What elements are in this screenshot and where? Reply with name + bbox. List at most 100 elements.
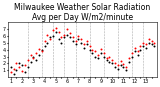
Point	[150, 44, 153, 45]
Point	[86, 44, 88, 45]
Point	[122, 66, 125, 68]
Point	[80, 39, 82, 40]
Point	[128, 61, 130, 63]
Point	[63, 37, 66, 38]
Point	[12, 68, 15, 70]
Point	[35, 52, 37, 54]
Point	[148, 42, 150, 44]
Point	[139, 46, 142, 47]
Point	[111, 59, 113, 61]
Point	[46, 35, 49, 36]
Point	[125, 66, 128, 68]
Point	[46, 42, 49, 44]
Point	[131, 56, 133, 57]
Point	[94, 56, 96, 57]
Point	[52, 35, 54, 37]
Point	[114, 66, 116, 68]
Point	[26, 59, 29, 61]
Point	[80, 43, 82, 44]
Point	[74, 41, 77, 42]
Point	[12, 73, 15, 74]
Point	[142, 42, 144, 44]
Point	[38, 48, 40, 50]
Point	[119, 64, 122, 66]
Point	[116, 64, 119, 66]
Point	[43, 46, 46, 47]
Point	[122, 63, 125, 65]
Point	[119, 61, 122, 62]
Point	[136, 50, 139, 52]
Point	[100, 48, 102, 50]
Point	[86, 40, 88, 41]
Point	[136, 54, 139, 56]
Point	[29, 54, 32, 56]
Point	[105, 59, 108, 61]
Point	[63, 34, 66, 35]
Point	[15, 70, 18, 71]
Point	[100, 52, 102, 54]
Point	[145, 48, 147, 49]
Point	[94, 50, 96, 52]
Point	[55, 32, 57, 33]
Point	[32, 57, 35, 59]
Point	[57, 39, 60, 40]
Point	[105, 57, 108, 59]
Point	[72, 36, 74, 37]
Point	[142, 46, 144, 47]
Point	[128, 57, 130, 59]
Point	[125, 70, 128, 71]
Point	[66, 34, 68, 35]
Point	[49, 37, 52, 38]
Point	[57, 32, 60, 33]
Point	[108, 61, 111, 63]
Point	[148, 39, 150, 40]
Point	[35, 59, 37, 61]
Point	[26, 66, 29, 68]
Point	[88, 49, 91, 50]
Point	[49, 39, 52, 40]
Point	[88, 46, 91, 47]
Point	[24, 72, 26, 73]
Point	[55, 27, 57, 28]
Point	[10, 66, 12, 68]
Point	[69, 32, 71, 34]
Point	[60, 42, 63, 44]
Point	[114, 63, 116, 64]
Point	[102, 52, 105, 54]
Point	[97, 57, 99, 59]
Point	[18, 66, 20, 68]
Point	[111, 63, 113, 64]
Point	[77, 39, 80, 40]
Point	[153, 43, 156, 44]
Point	[116, 68, 119, 70]
Point	[18, 63, 20, 64]
Point	[133, 48, 136, 49]
Point	[153, 46, 156, 47]
Point	[150, 41, 153, 42]
Point	[21, 64, 23, 66]
Point	[145, 44, 147, 45]
Point	[108, 56, 111, 57]
Point	[83, 48, 85, 49]
Point	[77, 35, 80, 37]
Point	[102, 56, 105, 57]
Point	[97, 54, 99, 56]
Point	[72, 41, 74, 42]
Point	[83, 44, 85, 45]
Point	[91, 52, 94, 54]
Point	[21, 70, 23, 72]
Point	[29, 61, 32, 63]
Point	[10, 71, 12, 72]
Point	[74, 44, 77, 45]
Point	[40, 49, 43, 50]
Title: Milwaukee Weather Solar Radiation
Avg per Day W/m2/minute: Milwaukee Weather Solar Radiation Avg pe…	[14, 3, 151, 22]
Point	[24, 64, 26, 66]
Point	[60, 37, 63, 38]
Point	[133, 50, 136, 52]
Point	[15, 62, 18, 63]
Point	[52, 30, 54, 31]
Point	[40, 50, 43, 52]
Point	[91, 49, 94, 50]
Point	[32, 56, 35, 57]
Point	[38, 54, 40, 56]
